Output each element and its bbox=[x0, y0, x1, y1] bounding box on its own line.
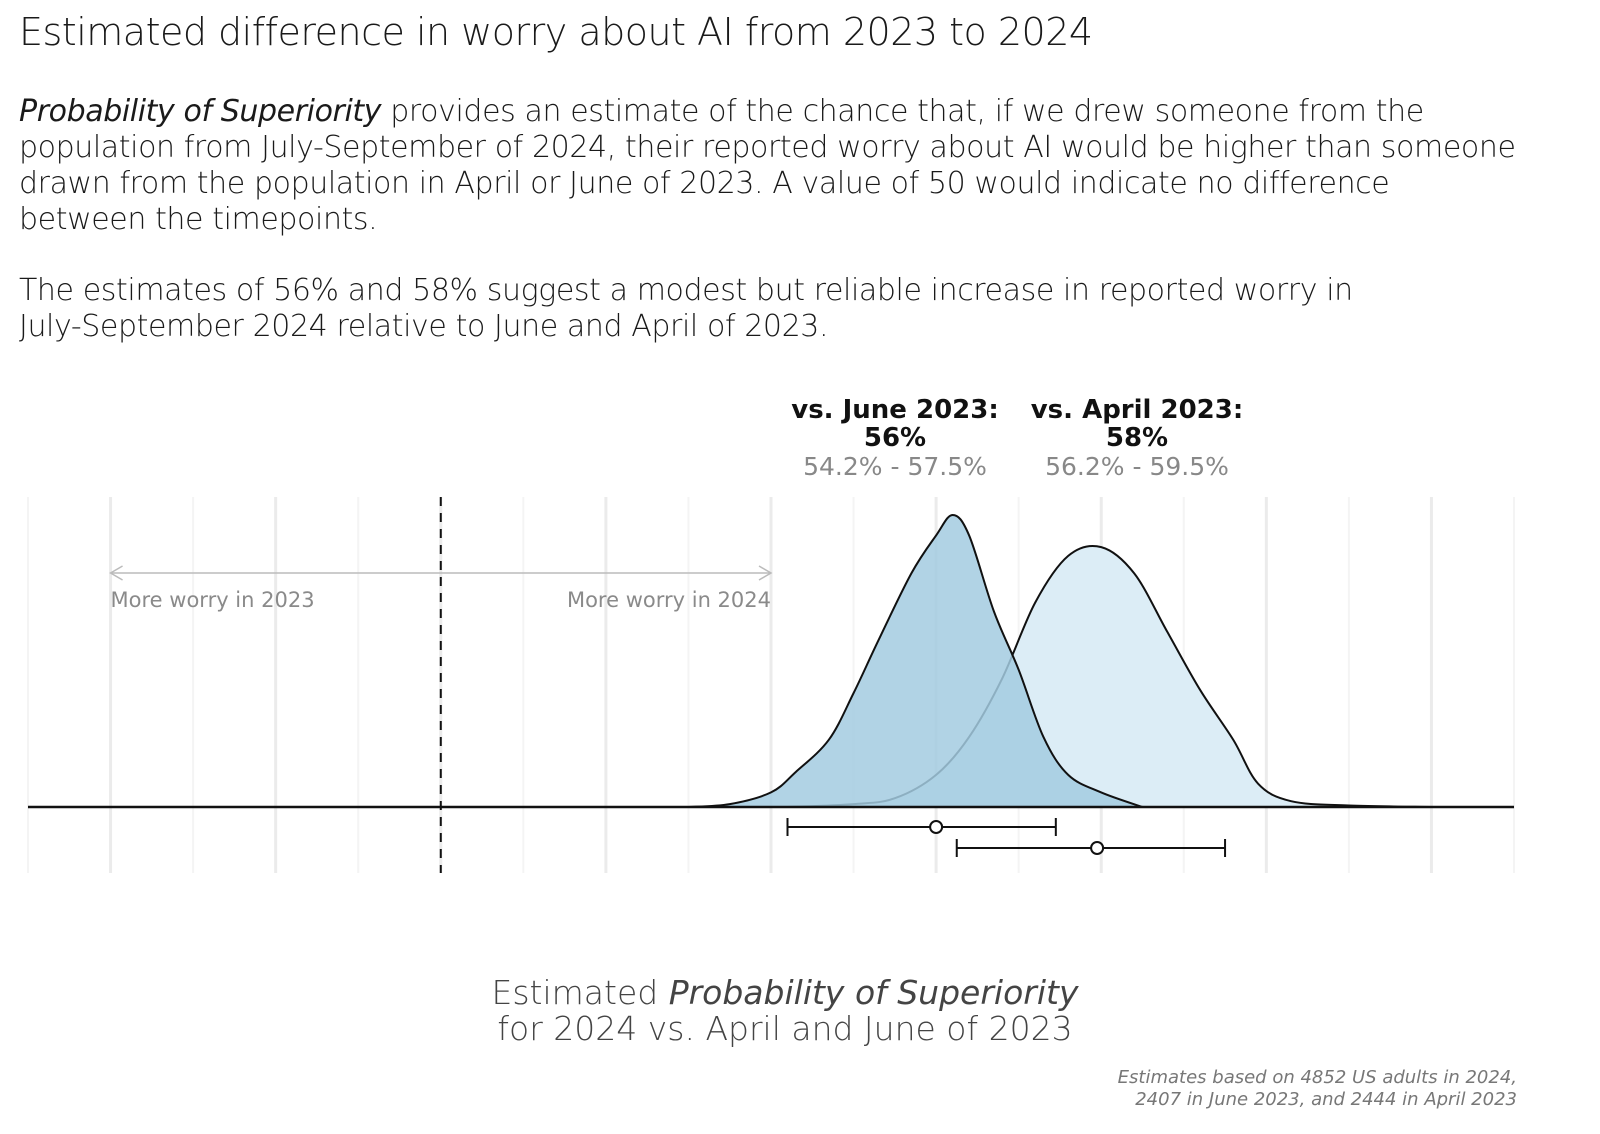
description-line-2: population from July-September of 2024, … bbox=[19, 130, 1516, 165]
summary-line-1: The estimates of 56% and 58% suggest a m… bbox=[19, 273, 1353, 308]
x-axis-label-line-2: for 2024 vs. April and June of 2023 bbox=[497, 1009, 1073, 1048]
estimate-point-april-2023 bbox=[1090, 841, 1105, 855]
annotation-estimate-june-2023: 56% bbox=[864, 423, 926, 453]
annotation-ci-april-2023: 56.2% - 59.5% bbox=[1045, 452, 1229, 481]
chart-title: Estimated difference in worry about AI f… bbox=[19, 10, 1093, 54]
annotation-estimate-april-2023: 58% bbox=[1106, 423, 1168, 453]
x-axis-label-prefix: Estimated bbox=[491, 973, 669, 1012]
summary-line-2: July-September 2024 relative to June and… bbox=[19, 309, 829, 344]
estimate-point-june-2023 bbox=[929, 820, 944, 834]
density-area-april-2023 bbox=[787, 545, 1432, 807]
density-outline-june-2023 bbox=[688, 513, 1143, 808]
footnote: Estimates based on 4852 US adults in 202… bbox=[1118, 1067, 1517, 1111]
footnote-line-2: 2407 in June 2023, and 2444 in April 202… bbox=[1135, 1089, 1517, 1110]
x-axis-label-line-1: Estimated Probability of Superiority bbox=[385, 975, 1185, 1011]
annotation-ci-june-2023: 54.2% - 57.5% bbox=[803, 452, 987, 481]
description-line-4: between the timepoints. bbox=[19, 202, 378, 237]
description-line-3: drawn from the population in April or Ju… bbox=[19, 166, 1390, 201]
annotation-label-june-2023: vs. June 2023: bbox=[791, 395, 999, 425]
footnote-line-1: Estimates based on 4852 US adults in 202… bbox=[1117, 1067, 1517, 1088]
description-term: Probability of Superiority bbox=[19, 94, 382, 129]
density-area-june-2023 bbox=[688, 515, 1143, 807]
direction-label-right: More worry in 2024 bbox=[567, 588, 771, 612]
direction-arrow-right-head bbox=[758, 565, 773, 581]
x-axis-label: Estimated Probability of Superiority for… bbox=[385, 975, 1185, 1047]
x-axis-label-term: Probability of Superiority bbox=[668, 973, 1079, 1012]
annotation-label-april-2023: vs. April 2023: bbox=[1031, 395, 1244, 425]
direction-label-left: More worry in 2023 bbox=[111, 588, 315, 612]
description-line-1-text: provides an estimate of the chance that,… bbox=[381, 94, 1424, 129]
description-paragraph: Probability of Superiority provides an e… bbox=[19, 94, 1516, 238]
direction-arrow-left-head bbox=[109, 565, 123, 581]
description-line-1: Probability of Superiority provides an e… bbox=[19, 94, 1516, 130]
summary-paragraph: The estimates of 56% and 58% suggest a m… bbox=[19, 273, 1353, 345]
